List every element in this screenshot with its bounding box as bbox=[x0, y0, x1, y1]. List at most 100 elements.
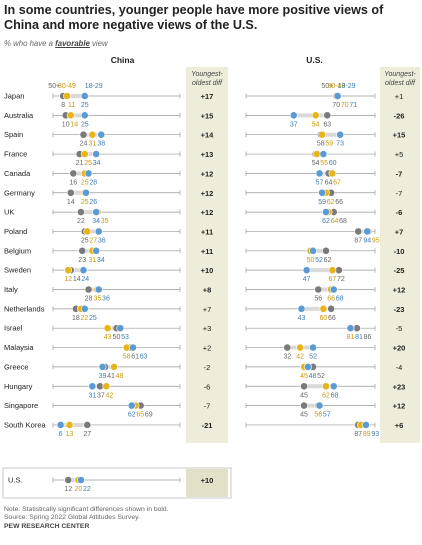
us-australia-dot-middle bbox=[311, 111, 320, 120]
china-greece-dot-middle bbox=[110, 362, 118, 371]
china-greece-dot-young bbox=[98, 362, 107, 371]
country-label-australia: Australia bbox=[4, 111, 34, 120]
us-greece-dot-young bbox=[304, 362, 312, 371]
us-netherlands-label-middle: 60 bbox=[320, 315, 328, 322]
us-germany-label-old: 66 bbox=[335, 199, 343, 206]
us-canada-label-young: 57 bbox=[316, 179, 324, 186]
china-singapore-label-young: 62 bbox=[128, 412, 136, 419]
us-japan-label-young: 71 bbox=[349, 102, 357, 109]
legend-label-middle: 30-49 bbox=[327, 83, 345, 90]
china-italy-dot-young bbox=[94, 285, 103, 294]
country-label-south-korea: South Korea bbox=[4, 420, 47, 429]
china-italy-label-young: 36 bbox=[102, 296, 110, 303]
china-canada-label-middle: 25 bbox=[81, 179, 89, 186]
china-uk-label-young: 34 bbox=[92, 218, 100, 225]
us-belgium-label-middle: 50 bbox=[307, 257, 315, 264]
us-australia-label-middle: 54 bbox=[312, 121, 320, 128]
us-sweden-dot-middle bbox=[328, 266, 337, 275]
china-canada-label-young: 28 bbox=[89, 179, 97, 186]
us-israel-dot-young bbox=[346, 324, 355, 333]
chart-subtitle: % who have a favorable view bbox=[4, 39, 108, 48]
china-sweden-label-middle: 12 bbox=[64, 276, 72, 283]
china-australia-dot-middle bbox=[66, 111, 75, 120]
china-belgium-diff: +11 bbox=[201, 247, 213, 256]
china-singapore-label-middle: 65 bbox=[136, 412, 144, 419]
us-belgium-dot-young bbox=[309, 246, 317, 255]
us-france-dot-middle bbox=[313, 150, 321, 158]
china-us-summary-dot-young bbox=[77, 476, 85, 484]
china-spain-label-old: 24 bbox=[80, 141, 88, 148]
china-spain-label-middle: 31 bbox=[88, 141, 96, 148]
us-hungary-diff: +23 bbox=[393, 382, 406, 391]
country-label-belgium: Belgium bbox=[4, 246, 31, 255]
china-germany-label-young: 26 bbox=[89, 199, 97, 206]
us-canada-label-middle: 67 bbox=[333, 179, 341, 186]
country-label-hungary: Hungary bbox=[4, 382, 33, 391]
china-japan-label-old: 8 bbox=[61, 102, 65, 109]
diff-header-line2: oldest diff bbox=[385, 80, 416, 87]
country-label-japan: Japan bbox=[4, 92, 24, 101]
us-germany-dot-young bbox=[318, 188, 327, 197]
us-france-label-young: 60 bbox=[329, 160, 337, 167]
us-germany-diff: -7 bbox=[396, 189, 403, 198]
china-hungary-label-young: 31 bbox=[88, 392, 96, 399]
us-italy-dot-young bbox=[329, 285, 338, 294]
china-uk-label-middle: 35 bbox=[101, 218, 109, 225]
china-diff-band bbox=[186, 67, 228, 443]
us-poland-dot-young bbox=[363, 227, 372, 236]
china-canada-label-old: 16 bbox=[69, 179, 77, 186]
us-italy-label-young: 68 bbox=[336, 296, 344, 303]
legend-label-young: 18-29 bbox=[85, 83, 103, 90]
organization-name: PEW RESEARCH CENTER bbox=[4, 522, 90, 530]
china-hungary-dot-middle bbox=[102, 382, 111, 391]
china-uk-dot-old bbox=[77, 208, 85, 216]
china-germany-label-old: 14 bbox=[67, 199, 75, 206]
china-germany-label-middle: 25 bbox=[81, 199, 89, 206]
china-poland-label-old: 25 bbox=[81, 237, 89, 244]
us-malaysia-diff: +20 bbox=[393, 344, 406, 353]
china-australia-dot-young bbox=[80, 111, 89, 120]
us-malaysia-label-young: 52 bbox=[309, 354, 317, 361]
china-us-summary-dot-old bbox=[64, 476, 73, 484]
us-belgium-dot-old bbox=[322, 246, 330, 255]
us-uk-label-old: 68 bbox=[339, 218, 347, 225]
china-belgium-dot-young bbox=[92, 246, 101, 255]
china-france-dot-middle bbox=[80, 150, 89, 158]
china-south-korea-label-young: 6 bbox=[59, 431, 63, 438]
china-italy-label-middle: 35 bbox=[94, 296, 102, 303]
china-netherlands-label-middle: 22 bbox=[80, 315, 88, 322]
legend-label-middle: 30-49 bbox=[58, 83, 76, 90]
china-israel-diff: +3 bbox=[203, 324, 212, 333]
country-label-uk: UK bbox=[4, 208, 14, 217]
country-label-malaysia: Malaysia bbox=[4, 343, 34, 352]
us-netherlands-label-young: 43 bbox=[298, 315, 306, 322]
us-singapore-diff: +12 bbox=[393, 402, 406, 411]
china-sweden-label-old: 14 bbox=[73, 276, 81, 283]
note-text: Note: Statistically significant differen… bbox=[4, 506, 169, 513]
us-italy-diff: +12 bbox=[393, 286, 406, 295]
country-label-canada: Canada bbox=[4, 169, 31, 178]
us-spain-diff: +15 bbox=[393, 131, 406, 140]
china-hungary-label-middle: 42 bbox=[105, 392, 113, 399]
chart-title: In some countries, younger people have m… bbox=[4, 3, 384, 32]
china-spain-dot-middle bbox=[88, 130, 97, 139]
china-canada-dot-young bbox=[84, 169, 93, 178]
source-text: Source: Spring 2022 Global Attitudes Sur… bbox=[4, 514, 140, 522]
us-malaysia-dot-young bbox=[309, 343, 317, 352]
china-israel-label-middle: 43 bbox=[104, 334, 112, 341]
us-uk-label-young: 62 bbox=[322, 218, 330, 225]
us-hungary-dot-middle bbox=[322, 382, 330, 391]
us-australia-diff: -26 bbox=[394, 111, 405, 120]
us-singapore-label-old: 45 bbox=[300, 412, 308, 419]
china-singapore-dot-young bbox=[127, 401, 136, 410]
diff-header-line1: Youngest- bbox=[191, 71, 223, 78]
china-australia-label-old: 10 bbox=[62, 121, 70, 128]
us-belgium-label-young: 52 bbox=[315, 257, 323, 264]
china-malaysia-label-middle: 58 bbox=[123, 354, 131, 361]
china-malaysia-label-young: 63 bbox=[140, 354, 148, 361]
us-poland-label-old: 87 bbox=[354, 237, 362, 244]
us-spain-dot-young bbox=[336, 130, 345, 139]
us-netherlands-dot-young bbox=[297, 304, 306, 313]
us-france-label-middle: 55 bbox=[320, 160, 328, 167]
china-netherlands-dot-young bbox=[80, 304, 89, 313]
